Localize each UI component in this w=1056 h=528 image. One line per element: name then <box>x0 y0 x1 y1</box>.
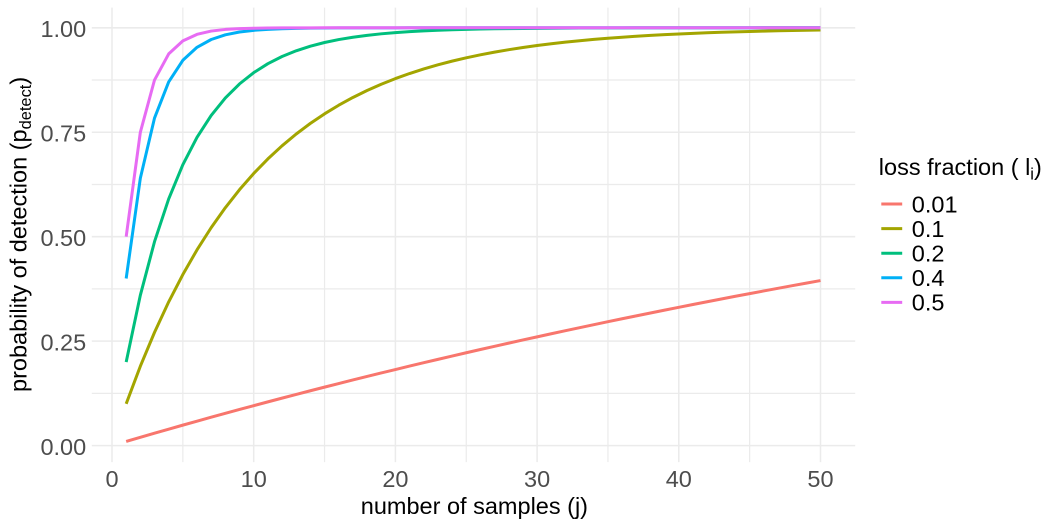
svg-text:0.75: 0.75 <box>40 121 86 147</box>
svg-text:1.00: 1.00 <box>40 16 86 42</box>
svg-text:0.1: 0.1 <box>912 216 945 242</box>
svg-text:loss fraction ( li): loss fraction ( li) <box>879 154 1042 184</box>
svg-text:0.01: 0.01 <box>912 191 958 217</box>
svg-text:30: 30 <box>524 466 550 492</box>
svg-text:40: 40 <box>666 466 692 492</box>
svg-text:0: 0 <box>105 466 118 492</box>
svg-text:20: 20 <box>382 466 408 492</box>
svg-text:0.2: 0.2 <box>912 241 945 267</box>
svg-text:0.00: 0.00 <box>40 434 86 460</box>
svg-text:0.50: 0.50 <box>40 225 86 251</box>
svg-text:0.5: 0.5 <box>912 290 945 316</box>
svg-text:0.4: 0.4 <box>912 265 945 291</box>
svg-text:number of samples (j): number of samples (j) <box>361 493 588 519</box>
svg-text:10: 10 <box>241 466 267 492</box>
svg-text:50: 50 <box>807 466 833 492</box>
svg-text:0.25: 0.25 <box>40 330 86 356</box>
